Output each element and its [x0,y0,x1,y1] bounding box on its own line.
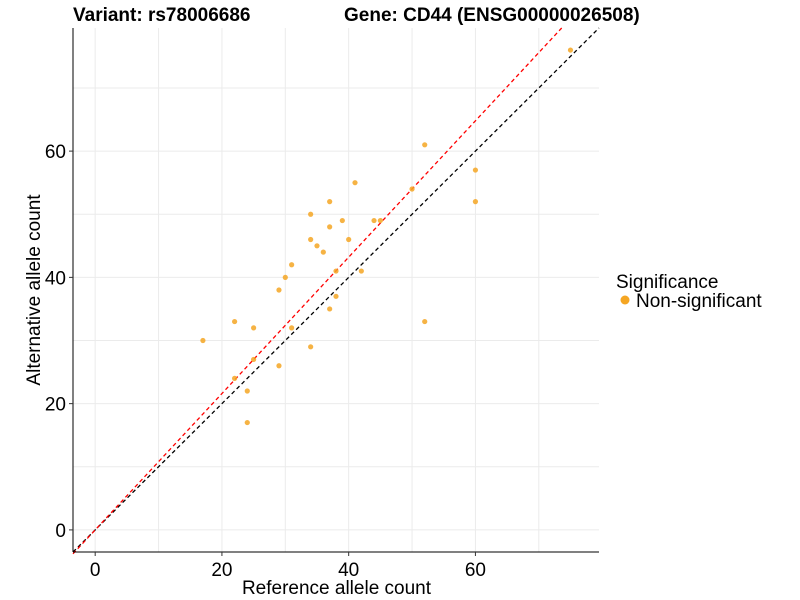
data-point [232,318,238,325]
y-tick-label: 0 [55,521,66,542]
data-point [308,211,314,217]
data-point [422,318,428,325]
data-point [339,217,345,224]
x-tick-label: 20 [211,560,232,581]
data-point [289,262,295,268]
data-point [352,180,358,186]
data-point [276,287,282,293]
data-point [333,293,339,299]
data-point [327,306,333,312]
data-point [358,268,364,274]
x-tick-label: 40 [338,560,359,581]
data-point [327,224,333,230]
identity-line [72,27,600,553]
data-point [308,236,314,243]
data-point [320,249,326,255]
x-tick-label: 0 [90,560,101,581]
data-point [251,356,257,363]
data-point [409,186,415,192]
data-point [472,167,479,173]
data-point [314,243,320,249]
data-point [377,217,383,224]
legend: Significance Non-significant [616,272,762,312]
data-point [282,274,288,280]
data-point [327,199,333,205]
reference-lines [72,27,600,555]
data-point [232,375,238,381]
x-axis-title: Reference allele count [242,578,432,599]
data-point [567,47,574,53]
data-point [333,268,339,274]
data-point [371,217,377,224]
grid-lines [73,28,599,552]
data-point [251,325,257,331]
y-tick-label: 20 [45,395,66,416]
data-points [200,47,574,426]
data-point [289,325,295,331]
x-axis-ticks: 0 20 40 60 [90,552,486,581]
legend-title: Significance [616,272,718,293]
data-point [244,419,250,426]
y-axis-title: Alternative allele count [24,194,45,386]
data-point [422,142,428,148]
data-point [276,363,282,369]
data-point [472,199,479,205]
data-point [346,236,352,243]
chart-title-variant: Variant: rs78006686 [73,5,250,26]
legend-label-non-significant: Non-significant [636,291,762,312]
axes [72,28,599,553]
chart-title-gene: Gene: CD44 (ENSG00000026508) [344,5,640,26]
data-point [200,337,206,344]
y-tick-label: 60 [45,142,66,163]
data-point [244,388,250,394]
x-tick-label: 60 [465,560,486,581]
y-axis-ticks: 0 20 40 60 [45,142,73,542]
fit-line [72,27,563,555]
y-tick-label: 40 [45,268,66,289]
data-point [308,344,314,350]
legend-marker-non-significant [620,295,630,305]
